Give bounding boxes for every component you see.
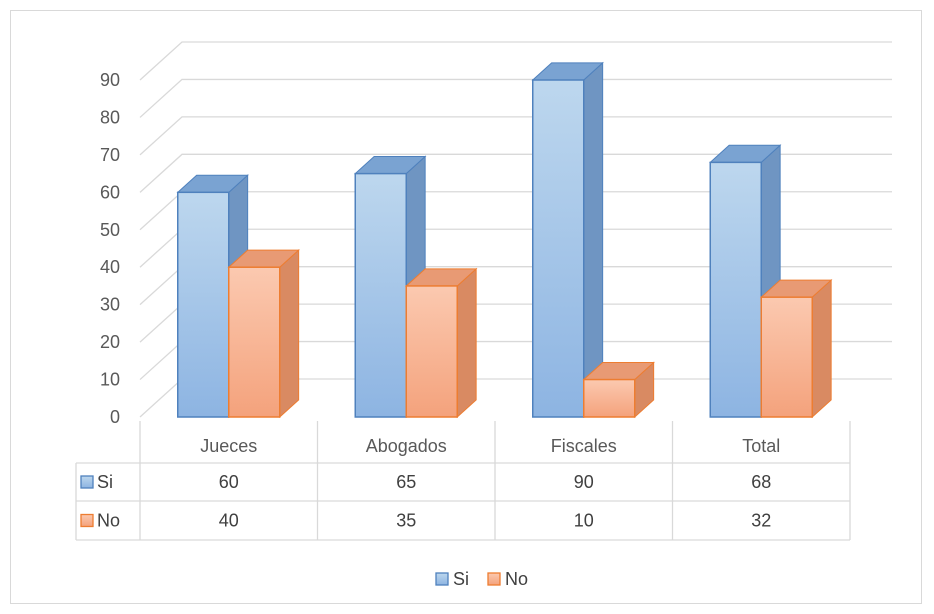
y-tick-label: 40 <box>100 257 120 277</box>
legend-entry: Si <box>435 569 469 589</box>
bar-side <box>583 61 604 419</box>
table-value: 68 <box>751 472 771 492</box>
gridline <box>139 153 892 193</box>
gridlines <box>139 41 892 418</box>
bar <box>759 278 833 419</box>
bar-side <box>811 278 832 419</box>
y-tick-label: 90 <box>100 70 120 90</box>
y-axis: 0 10 20 30 40 50 60 70 80 90 <box>100 70 120 427</box>
y-tick-label: 30 <box>100 295 120 315</box>
bar <box>531 61 604 419</box>
bar <box>176 174 249 419</box>
legend-entry: No <box>487 569 528 589</box>
table-value: 60 <box>219 472 239 492</box>
legend-swatch <box>487 572 501 586</box>
table-value: 90 <box>574 472 594 492</box>
table-legend-key <box>80 475 94 489</box>
bar-front <box>760 296 813 418</box>
x-category-label: Fiscales <box>551 436 617 456</box>
y-tick-label: 80 <box>100 107 120 127</box>
bar-front <box>405 285 458 418</box>
table-legend-key <box>80 513 94 528</box>
data-table: Jueces Abogados Fiscales Total Si 60 65 90 68 No 4… <box>75 421 851 541</box>
bar <box>582 361 655 419</box>
y-tick-label: 10 <box>100 370 120 390</box>
bars <box>176 61 833 419</box>
table-value: 40 <box>219 511 239 531</box>
x-category-label: Jueces <box>200 436 257 456</box>
legend: Si No <box>435 569 528 589</box>
table-value: 32 <box>751 511 771 531</box>
legend-label: No <box>505 569 528 589</box>
y-tick-label: 60 <box>100 182 120 202</box>
table-series-label: Si <box>97 472 113 492</box>
table-value: 35 <box>396 511 416 531</box>
bar-front <box>532 79 585 418</box>
x-category-label: Abogados <box>366 436 447 456</box>
y-tick-label: 70 <box>100 145 120 165</box>
gridline <box>139 116 892 156</box>
bar <box>227 248 300 419</box>
y-tick-label: 20 <box>100 332 120 352</box>
bar-front <box>709 161 762 418</box>
table-series-label: No <box>97 511 120 531</box>
y-tick-label: 0 <box>110 407 120 427</box>
bar <box>404 267 478 419</box>
x-category-label: Total <box>742 436 780 456</box>
gridline <box>139 41 892 81</box>
bar-front <box>354 172 407 418</box>
gridline <box>139 78 892 118</box>
table-value: 10 <box>574 511 594 531</box>
table-value: 65 <box>396 472 416 492</box>
legend-label: Si <box>453 569 469 589</box>
bar-front <box>583 378 636 418</box>
legend-swatch <box>435 572 449 586</box>
y-tick-label: 50 <box>100 220 120 240</box>
bar-side <box>456 267 477 419</box>
bar-front <box>228 266 281 418</box>
bar-front <box>177 191 230 418</box>
bar-side <box>279 248 300 419</box>
